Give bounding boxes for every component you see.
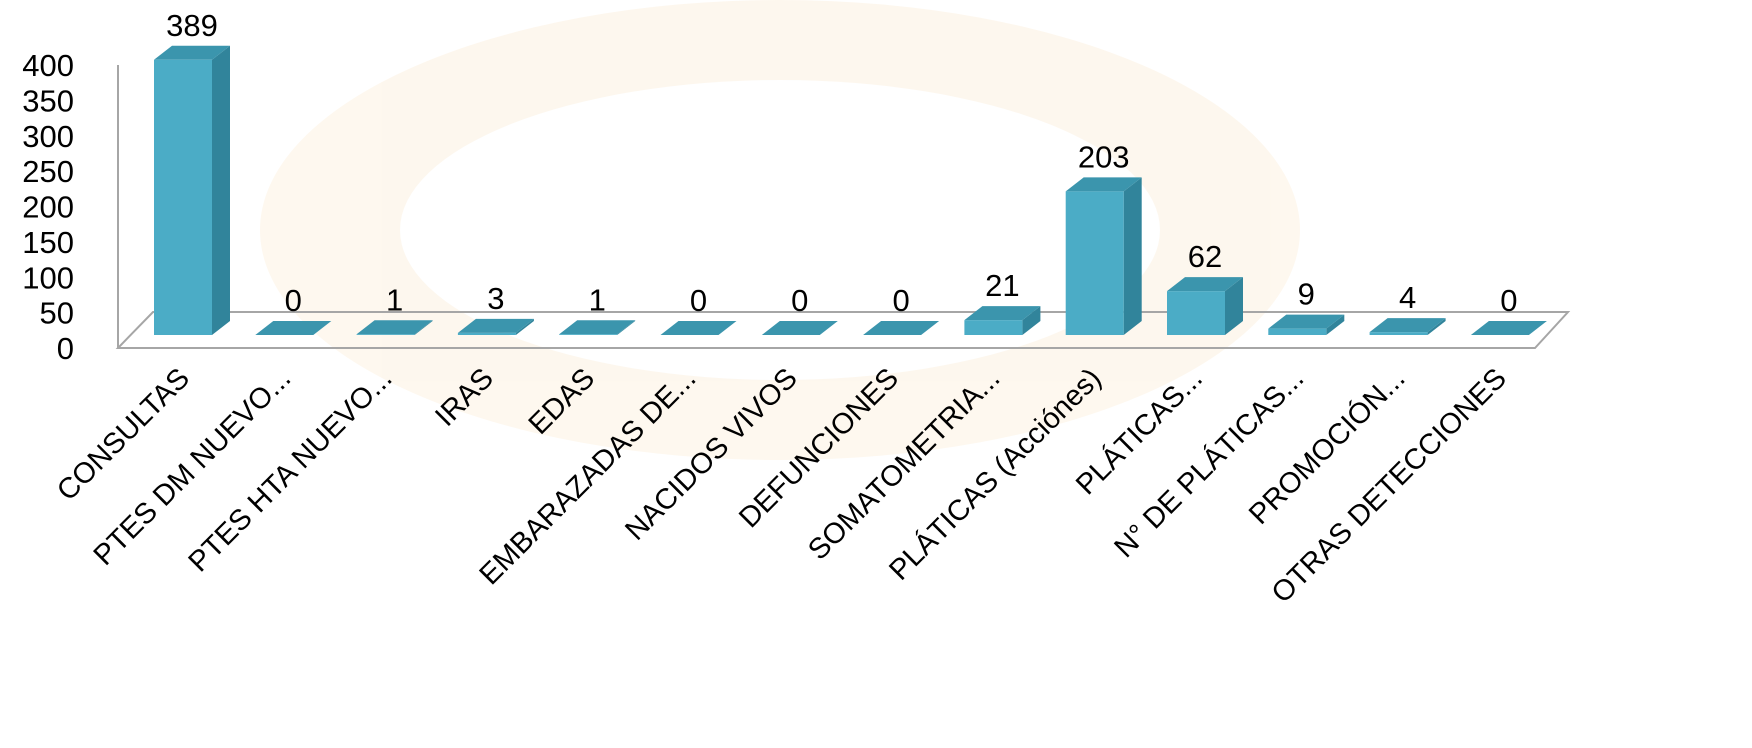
bar-top xyxy=(154,45,230,60)
bar-front xyxy=(457,332,516,335)
bar xyxy=(154,45,230,335)
x-tick-label: PTES DM NUEVO... xyxy=(88,362,297,571)
bar xyxy=(660,321,737,335)
bar xyxy=(1369,318,1446,335)
value-label: 0 xyxy=(892,283,909,318)
bar xyxy=(356,320,433,335)
value-label: 203 xyxy=(1078,139,1130,174)
value-label: 1 xyxy=(589,282,606,317)
y-tick-label: 250 xyxy=(22,154,74,189)
y-tick-label: 200 xyxy=(22,190,74,225)
bar xyxy=(255,321,332,335)
bar-front xyxy=(1369,332,1428,335)
value-label: 0 xyxy=(690,283,707,318)
value-label: 389 xyxy=(166,8,218,43)
bar-top xyxy=(1167,277,1243,292)
bar xyxy=(1470,321,1547,335)
bar-front xyxy=(154,59,212,335)
bar-side xyxy=(515,318,534,335)
bar xyxy=(559,320,636,335)
bar-front xyxy=(964,320,1023,335)
bar-front xyxy=(356,334,415,335)
bar-front xyxy=(1268,328,1327,335)
bar-side xyxy=(414,320,433,335)
bar-side xyxy=(1427,318,1446,335)
bar xyxy=(761,321,838,335)
bar xyxy=(1065,177,1142,335)
bar-side xyxy=(1123,177,1142,335)
y-tick-label: 400 xyxy=(22,48,74,83)
bar-front xyxy=(1065,191,1124,335)
bar xyxy=(964,306,1041,335)
value-label: 62 xyxy=(1188,239,1222,274)
bar-top xyxy=(457,318,534,333)
y-tick-label: 0 xyxy=(57,331,74,366)
floor xyxy=(115,311,1571,349)
value-label: 21 xyxy=(985,268,1019,303)
bar xyxy=(863,321,940,335)
bar-side xyxy=(1225,277,1243,335)
y-tick-label: 150 xyxy=(22,225,74,260)
value-label: 4 xyxy=(1399,280,1416,315)
value-label: 0 xyxy=(1500,283,1517,318)
bar-side xyxy=(212,45,230,335)
bar-top xyxy=(1268,314,1345,329)
y-tick-label: 50 xyxy=(40,296,74,331)
bar-top xyxy=(863,321,940,335)
bar xyxy=(457,318,534,335)
bar xyxy=(1268,314,1345,335)
bar-top xyxy=(1369,318,1446,333)
bar xyxy=(1167,277,1243,335)
y-tick-label: 300 xyxy=(22,119,74,154)
bar-front xyxy=(1167,291,1225,335)
value-label: 9 xyxy=(1298,277,1315,312)
bar-top xyxy=(1065,177,1142,192)
bar-top xyxy=(761,321,838,335)
value-label: 0 xyxy=(285,283,302,318)
bar-side xyxy=(617,320,636,335)
x-tick-label: PTES HTA NUEVO... xyxy=(183,362,399,578)
bar-top xyxy=(356,320,433,335)
value-label: 0 xyxy=(791,283,808,318)
bar-top xyxy=(559,320,636,335)
bar-top xyxy=(964,306,1041,321)
bar-side xyxy=(1022,306,1041,335)
value-label: 3 xyxy=(487,281,504,316)
value-label: 1 xyxy=(386,282,403,317)
y-tick-label: 350 xyxy=(22,83,74,118)
bar-top xyxy=(660,321,737,335)
watermark xyxy=(260,0,1300,460)
bar-top xyxy=(255,321,332,335)
bar-front xyxy=(559,334,618,335)
bar-top xyxy=(1470,321,1547,335)
y-tick-label: 100 xyxy=(22,260,74,295)
bar-side xyxy=(1326,314,1345,335)
